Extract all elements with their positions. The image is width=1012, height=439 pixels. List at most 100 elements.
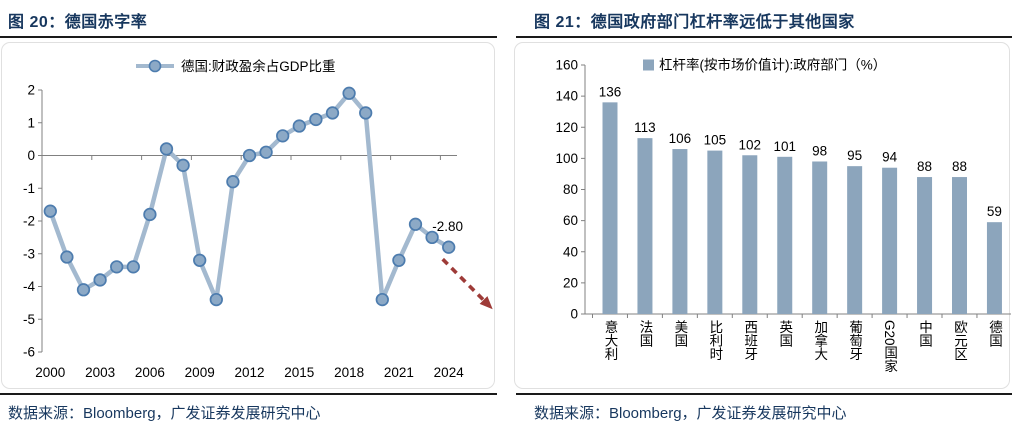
svg-text:0: 0	[570, 307, 578, 322]
figure-20-title: 图 20：德国赤字率	[8, 14, 148, 31]
bar-value-label: 113	[634, 120, 656, 135]
category-label: 美国	[672, 320, 688, 347]
svg-text:-5: -5	[23, 312, 35, 327]
category-label: G20国家	[882, 320, 898, 373]
title-divider	[0, 36, 497, 38]
bar-value-label: 95	[847, 148, 862, 163]
bar	[812, 161, 828, 314]
figure-21-panel: 图 21：德国政府部门杠杆率远低于其他国家 杠杆率(按市场价值计):政府部门（%…	[506, 0, 1012, 439]
bar-value-label: 106	[669, 131, 692, 146]
svg-text:2015: 2015	[284, 365, 314, 380]
data-point	[209, 292, 223, 307]
bar-value-label: 101	[773, 139, 796, 154]
bar-value-label: 105	[704, 133, 727, 148]
data-point	[425, 230, 439, 245]
data-point	[292, 119, 306, 133]
bar	[882, 167, 898, 314]
bar-value-label: 59	[987, 204, 1002, 219]
data-point	[76, 283, 91, 297]
deficit-series	[43, 86, 456, 307]
government-leverage-bar-chart: 杠杆率(按市场价值计):政府部门（%） 0 20 40 60 80 100 120 140 160…	[555, 57, 1011, 322]
category-label: 意大利	[602, 320, 618, 361]
bar	[986, 222, 1002, 314]
data-point	[143, 207, 157, 222]
data-point	[359, 106, 373, 120]
bar	[917, 177, 933, 314]
data-point	[259, 145, 273, 159]
svg-text:2: 2	[27, 83, 35, 98]
figure-21-chart-box: 杠杆率(按市场价值计):政府部门（%） 0 20 40 60 80 100 120 140 160…	[514, 42, 1011, 390]
bar-category-labels: 意大利 法国 美国 比利时 西班牙 英国 加拿大 葡萄牙 G20国家 中国 欧元区 德国	[515, 320, 1009, 390]
figure-20-source: 数据来源：Bloomberg，广发证券发展研究中心	[8, 405, 321, 422]
category-label: 法国	[637, 320, 653, 347]
svg-text:2012: 2012	[234, 365, 264, 380]
svg-text:100: 100	[555, 151, 578, 166]
svg-text:20: 20	[563, 275, 578, 290]
data-point	[276, 129, 290, 143]
bar-value-label: 102	[739, 137, 762, 152]
data-point	[342, 86, 356, 100]
svg-text:120: 120	[555, 120, 578, 135]
downtrend-arrow-icon	[441, 257, 493, 310]
category-label: 葡萄牙	[847, 320, 863, 361]
line-legend: 德国:财政盈余占GDP比重	[136, 58, 336, 74]
figure-20-chart-box: 德国:财政盈余占GDP比重 2 1 0 -1 -2 -3 -4 -5 -6 2000 2003 2006…	[1, 42, 495, 389]
title-divider	[516, 36, 1012, 38]
svg-text:2006: 2006	[135, 365, 165, 380]
bar	[707, 150, 723, 314]
figure-20-panel: 图 20：德国赤字率 德国:财政盈余占GDP比重 2 1 0 -1 -2 -3 -4 -5 -6 2…	[0, 14, 497, 422]
figure-21-title: 图 21：德国政府部门杠杆率远低于其他国家	[534, 14, 855, 31]
svg-text:-1: -1	[23, 181, 35, 196]
svg-text:1: 1	[27, 115, 35, 130]
data-point	[392, 253, 406, 267]
category-label: 西班牙	[742, 320, 758, 361]
bar-value-label: 136	[599, 84, 622, 99]
legend-marker-icon	[148, 59, 162, 73]
category-label: 英国	[777, 320, 793, 347]
svg-text:2009: 2009	[185, 365, 215, 380]
bar	[637, 138, 653, 314]
data-point	[126, 260, 140, 274]
category-label: 欧元区	[952, 320, 967, 361]
bar	[777, 156, 793, 314]
data-point	[325, 106, 340, 120]
svg-text:2018: 2018	[334, 365, 364, 380]
category-label: 比利时	[707, 320, 723, 361]
chart-divider	[516, 393, 1012, 395]
bar	[847, 166, 863, 314]
leverage-bars: 136 113 106 105 102 101 98 95 94 88 88 59	[599, 84, 1002, 314]
svg-text:德国:财政盈余占GDP比重: 德国:财政盈余占GDP比重	[181, 58, 336, 74]
data-point	[226, 175, 240, 189]
data-point	[159, 142, 174, 156]
svg-text:2021: 2021	[384, 365, 414, 380]
category-label: 加拿大	[812, 320, 828, 361]
bar-value-label: 94	[882, 150, 898, 165]
svg-text:-4: -4	[23, 279, 35, 294]
svg-text:60: 60	[563, 213, 578, 228]
svg-text:80: 80	[563, 182, 578, 197]
data-point	[110, 260, 124, 274]
data-point	[408, 217, 423, 231]
bar-legend: 杠杆率(按市场价值计):政府部门（%）	[643, 57, 886, 73]
data-point	[375, 292, 389, 307]
legend-square-icon	[643, 59, 654, 71]
svg-text:2000: 2000	[35, 365, 65, 380]
svg-text:140: 140	[555, 89, 578, 104]
bar	[672, 149, 688, 314]
figure-21-source: 数据来源：Bloomberg，广发证券发展研究中心	[534, 405, 847, 422]
data-point	[176, 158, 190, 172]
data-point	[242, 148, 257, 163]
svg-text:2003: 2003	[85, 365, 115, 380]
data-point	[43, 204, 57, 218]
bar-value-label: 88	[917, 159, 932, 174]
category-label: 德国	[986, 320, 1002, 347]
data-point	[309, 112, 323, 127]
bar-value-label: 98	[812, 143, 827, 158]
chart-divider	[0, 393, 497, 395]
svg-text:2024: 2024	[434, 365, 465, 380]
bar	[952, 177, 967, 314]
svg-text:杠杆率(按市场价值计):政府部门（%）: 杠杆率(按市场价值计):政府部门（%）	[659, 57, 886, 73]
svg-text:0: 0	[27, 148, 35, 163]
svg-text:160: 160	[555, 58, 578, 73]
